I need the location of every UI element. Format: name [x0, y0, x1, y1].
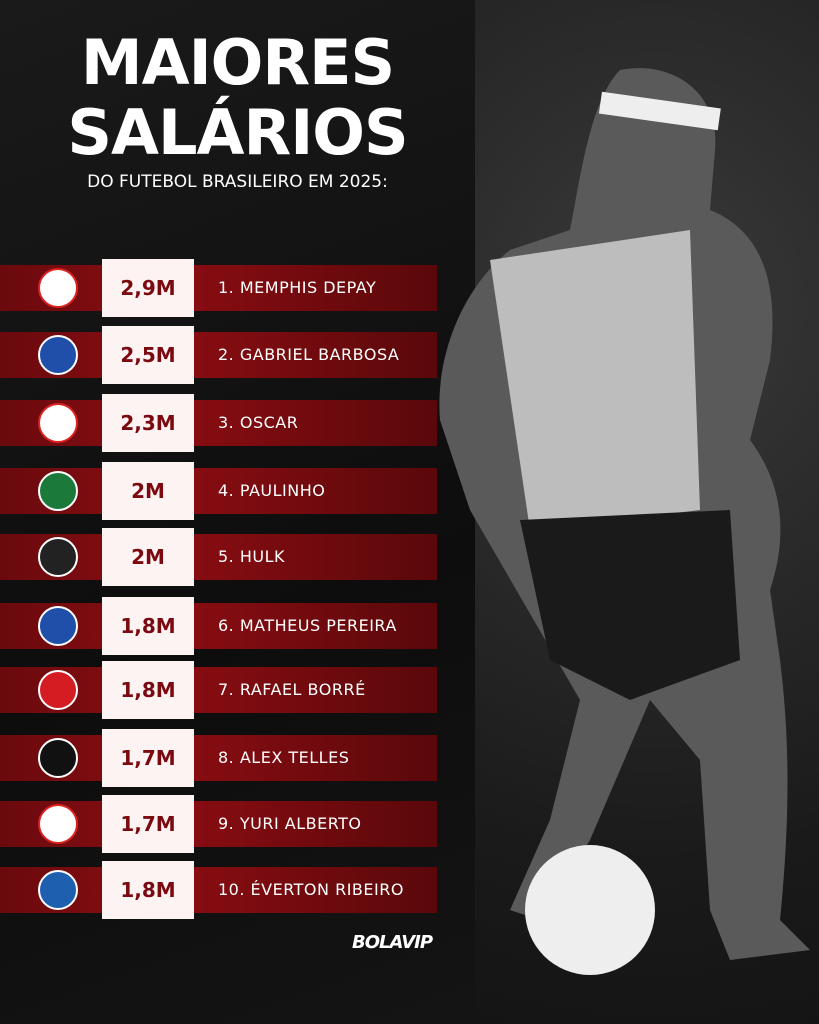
club-crest-icon — [38, 804, 78, 844]
ranking-row: 2M 5. HULK — [0, 528, 437, 586]
player-name: 2. GABRIEL BARBOSA — [218, 345, 400, 364]
player-name: 10. ÉVERTON RIBEIRO — [218, 880, 404, 899]
salary-value: 1,8M — [102, 597, 194, 655]
ranking-row: 1,8M 6. MATHEUS PEREIRA — [0, 597, 437, 655]
salary-value: 2M — [102, 462, 194, 520]
salary-value: 2,9M — [102, 259, 194, 317]
salary-value: 2,5M — [102, 326, 194, 384]
bolavip-logo: BOLAVIP — [352, 932, 433, 953]
club-crest-icon — [38, 335, 78, 375]
club-crest-icon — [38, 403, 78, 443]
ranking-row: 2,9M 1. MEMPHIS DEPAY — [0, 259, 437, 317]
ranking-row: 1,8M 7. RAFAEL BORRÉ — [0, 661, 437, 719]
ranking-row: 1,7M 8. ALEX TELLES — [0, 729, 437, 787]
player-name: 4. PAULINHO — [218, 481, 326, 500]
club-crest-icon — [38, 670, 78, 710]
salary-value: 2,3M — [102, 394, 194, 452]
club-crest-icon — [38, 537, 78, 577]
ranking-row: 2,5M 2. GABRIEL BARBOSA — [0, 326, 437, 384]
club-crest-icon — [38, 738, 78, 778]
ranking-row: 1,7M 9. YURI ALBERTO — [0, 795, 437, 853]
player-name: 5. HULK — [218, 547, 285, 566]
player-name: 9. YURI ALBERTO — [218, 814, 362, 833]
subtitle: DO FUTEBOL BRASILEIRO EM 2025: — [87, 172, 388, 192]
ranking-row: 2M 4. PAULINHO — [0, 462, 437, 520]
club-crest-icon — [38, 606, 78, 646]
club-crest-icon — [38, 471, 78, 511]
salary-value: 1,8M — [102, 661, 194, 719]
player-name: 7. RAFAEL BORRÉ — [218, 680, 366, 699]
ranking-row: 1,8M 10. ÉVERTON RIBEIRO — [0, 861, 437, 919]
ranking-row: 2,3M 3. OSCAR — [0, 394, 437, 452]
salary-value: 1,7M — [102, 795, 194, 853]
player-name: 3. OSCAR — [218, 413, 299, 432]
title-line-2: SALÁRIOS — [67, 96, 408, 169]
club-crest-icon — [38, 870, 78, 910]
player-name: 6. MATHEUS PEREIRA — [218, 616, 397, 635]
club-crest-icon — [38, 268, 78, 308]
title-line-1: MAIORES — [80, 26, 395, 99]
salary-value: 2M — [102, 528, 194, 586]
player-photo — [439, 68, 810, 975]
salary-value: 1,7M — [102, 729, 194, 787]
player-name: 1. MEMPHIS DEPAY — [218, 278, 377, 297]
salary-value: 1,8M — [102, 861, 194, 919]
player-name: 8. ALEX TELLES — [218, 748, 350, 767]
